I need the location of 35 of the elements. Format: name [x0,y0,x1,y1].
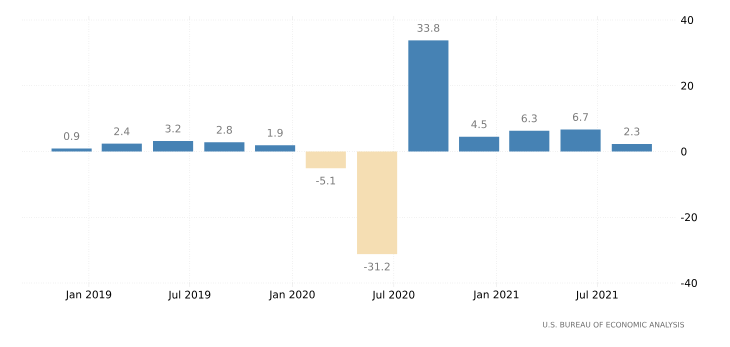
bar [255,145,296,152]
data-label: 1.9 [268,128,283,137]
data-label: -5.1 [316,176,336,185]
x-tick-label: Jul 2021 [575,290,618,301]
data-label: -31.2 [364,262,390,270]
bar [153,140,194,152]
x-tick-label: Jul 2020 [372,290,414,301]
bar [52,148,92,152]
bar [204,142,244,152]
bar [560,129,601,152]
bar [306,152,346,168]
x-tick-label: Jan 2019 [65,290,112,300]
data-label: 2.4 [114,127,130,136]
bar [357,152,398,254]
y-tick-label: 40 [681,16,694,24]
data-label: 3.2 [166,124,180,132]
x-tick-label: Jan 2020 [268,290,315,300]
data-label: 4.5 [471,120,487,128]
data-label: 6.3 [522,114,537,122]
x-tick-label: Jul 2019 [168,290,210,301]
bar [102,144,142,152]
y-tick-label: 0 [681,148,686,156]
x-tick-label: Jan 2021 [472,290,518,300]
data-label: 33.8 [418,24,440,32]
data-label: 2.8 [216,126,232,134]
data-label: 2.3 [624,128,640,136]
data-label: 6.7 [572,113,588,121]
y-tick-label: 20 [681,82,694,90]
y-tick-label: -20 [681,213,697,222]
bar [509,130,550,152]
y-tick-label: -40 [681,279,697,287]
data-label: 0.9 [64,132,80,140]
bar [612,144,652,152]
bar [459,136,500,152]
bar [408,40,448,152]
